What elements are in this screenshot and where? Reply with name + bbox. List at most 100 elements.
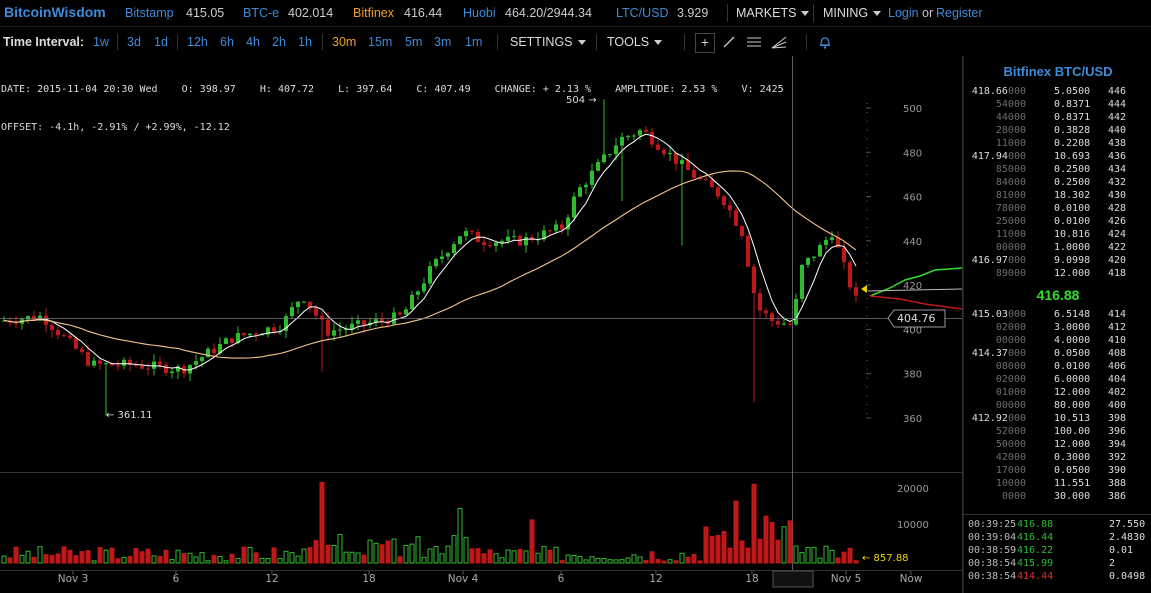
volume-bar [715,535,721,564]
candles [2,99,858,416]
candle-body [812,256,816,258]
trade-row: 00:38:59 416.22 0.01 [963,545,1151,558]
interval-5m[interactable]: 5m [405,35,423,49]
interval-15m[interactable]: 15m [368,35,393,49]
orderbook-panel: Bitfinex BTC/USD 418.66000 5.0500 446 54000… [963,56,1151,593]
candle-body [242,333,246,336]
ask-amount: 9.0998 [1054,255,1091,266]
bid-amount: 12.000 [1054,387,1091,398]
settings-menu[interactable]: SETTINGS [510,35,586,49]
candle-body [782,323,786,325]
interval-6h[interactable]: 6h [220,35,234,49]
candle-body [818,245,822,257]
candle-body [728,205,732,211]
volume-bar [847,547,853,564]
ask-row: 28000 0.3828 440 [964,125,1151,138]
volume-bar [25,550,31,564]
bid-price: 02000 [995,322,1026,333]
ask-amount: 0.2500 [1054,164,1091,175]
candle-body [410,294,414,310]
candle-body [170,371,174,374]
volume-bar [403,544,409,564]
ask-row: 416.97000 9.0998 420 [964,255,1151,268]
interval-1m[interactable]: 1m [465,35,483,49]
x-tick-label: 18 [362,573,375,585]
ask-row: 25000 0.0100 426 [964,216,1151,229]
horizontal-lines-tool-icon[interactable] [745,33,763,51]
orderbook-title[interactable]: Bitfinex BTC/USD [1003,64,1113,79]
interval-1h[interactable]: 1h [298,35,312,49]
candle-body [326,319,330,336]
volume-bar [13,546,19,564]
line-tool-icon[interactable] [720,33,738,51]
trade-amount: 27.550 [1109,519,1146,530]
volume-bar [841,551,847,564]
ask-sum: 420 [1108,255,1127,266]
interval-3m[interactable]: 3m [434,35,452,49]
y-tick-label: 420 [903,281,922,292]
volume-bar [355,552,361,564]
interval-4h[interactable]: 4h [246,35,260,49]
volume-bar [385,540,391,564]
candle-body [56,330,60,336]
candle-body [272,327,276,332]
volume-bar [697,560,703,564]
interval-1w[interactable]: 1w [93,35,109,49]
candle-body [152,361,156,369]
login-link[interactable]: Login [888,6,919,20]
fan-tool-icon[interactable] [770,33,788,51]
bid-price: 42000 [995,452,1026,463]
tools-menu[interactable]: TOOLS [607,35,663,49]
price-chart[interactable]: 500 480 460 440 420 400 380 360 20000 10000 Nov 3 6… [0,0,963,593]
trade-row: 00:39:25 416.88 27.550 [963,519,1151,532]
chevron-down-icon [873,11,882,17]
volume-bar [253,552,259,564]
ticker-ltcusd-label[interactable]: LTC/USD [616,6,669,20]
mining-menu[interactable]: MINING [823,6,882,20]
bid-price: 414.37000 [971,348,1026,359]
chevron-down-icon [577,40,586,46]
candle-body [626,136,630,138]
candle-body [614,145,618,155]
bid-price: 00000 [995,335,1026,346]
bid-amount: 11.551 [1054,478,1091,489]
ticker-bitfinex-label[interactable]: Bitfinex [353,6,394,20]
interval-1d[interactable]: 1d [154,35,168,49]
ask-amount: 12.000 [1054,268,1091,279]
interval-30m[interactable]: 30m [332,35,357,49]
markets-menu[interactable]: MARKETS [736,6,810,20]
alert-bell-icon[interactable] [816,33,834,51]
volume-bar [769,522,775,564]
interval-2h[interactable]: 2h [272,35,286,49]
ask-amount: 1.0000 [1054,242,1091,253]
ask-sum: 422 [1108,242,1127,253]
candle-body [38,315,42,320]
ticker-bitstamp-label[interactable]: Bitstamp [125,6,174,20]
candle-body [566,217,570,230]
crosshair-tool-icon[interactable]: + [695,33,715,53]
interval-12h[interactable]: 12h [187,35,208,49]
ticker-btce-label[interactable]: BTC-e [243,6,280,20]
candle-body [140,365,144,369]
interval-3d[interactable]: 3d [127,35,141,49]
ticker-huobi-label[interactable]: Huobi [463,6,496,20]
ask-sum: 418 [1108,268,1127,279]
volume-bar [379,544,385,564]
volume-bar [685,556,691,564]
candle-body [374,319,378,323]
register-link[interactable]: Register [936,6,983,20]
crosshair-price-label: 404.76 [897,312,936,325]
candle-body [92,360,96,366]
candle-body [218,343,222,354]
x-tick-label: 6 [173,573,180,585]
volume-bar [679,552,685,564]
volume-bar [49,554,55,564]
volume-bar [703,526,709,564]
bid-amount: 4.0000 [1054,335,1091,346]
candle-body [686,160,690,171]
volume-bar [247,546,253,564]
bid-sum: 408 [1108,348,1127,359]
volume-bar [73,555,79,564]
brand-logo[interactable]: BitcoinWisdom [4,4,106,20]
last-price-marker-icon [861,285,867,293]
